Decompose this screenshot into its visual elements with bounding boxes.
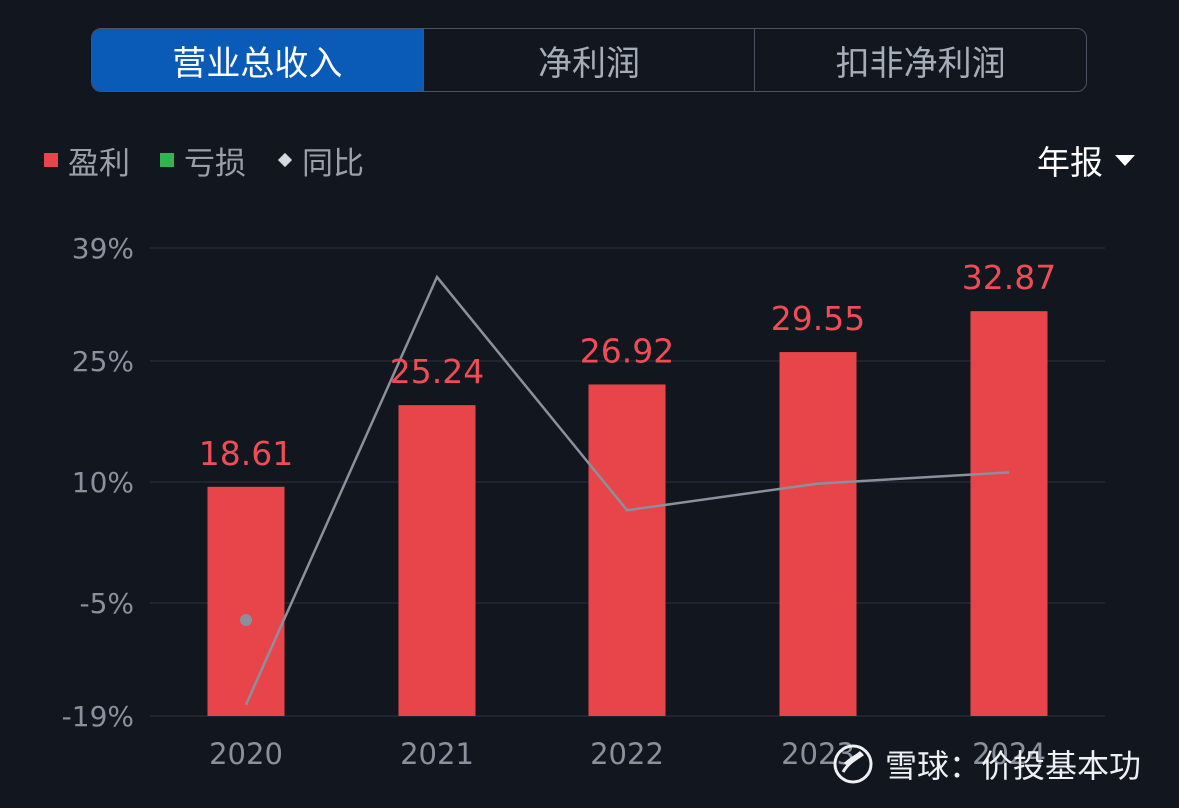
- x-tick-label: 2023: [781, 737, 855, 771]
- yoy-line: [244, 274, 1010, 706]
- revenue-bar: [398, 405, 476, 716]
- caret-down-icon: [1115, 154, 1135, 166]
- bar-value-label: 26.92: [580, 331, 674, 370]
- bar-value-label: 18.61: [199, 434, 293, 473]
- tab-adjusted-net-profit[interactable]: 扣非净利润: [754, 29, 1086, 91]
- watermark-author: 价投基本功: [980, 747, 1141, 785]
- y-tick-label: 25%: [72, 345, 134, 378]
- bar-value-label: 29.55: [771, 299, 865, 338]
- x-tick-label: 2020: [209, 737, 283, 771]
- watermark: 雪球 ： 价投基本功: [831, 740, 1141, 788]
- legend-label-yoy: 同比: [302, 145, 364, 182]
- chart-legend: 盈利 亏损 同比: [44, 138, 394, 182]
- legend-label-loss: 亏损: [184, 145, 246, 182]
- period-selector[interactable]: 年报: [1037, 138, 1135, 182]
- revenue-bar: [970, 311, 1048, 716]
- legend-item-loss: 亏损: [160, 138, 246, 183]
- y-tick-label: 10%: [72, 466, 134, 499]
- watermark-brand: 雪球: [884, 747, 949, 785]
- x-tick-label: 2021: [400, 737, 474, 771]
- bar-value-label: 25.24: [390, 352, 484, 391]
- legend-item-profit: 盈利: [44, 138, 130, 183]
- legend-item-yoy: 同比: [276, 138, 364, 183]
- loss-swatch-icon: [160, 153, 174, 167]
- revenue-bar: [207, 486, 285, 716]
- profit-swatch-icon: [44, 153, 58, 167]
- y-tick-label: -19%: [62, 700, 134, 733]
- y-tick-label: -5%: [79, 587, 134, 620]
- y-tick-label: 39%: [72, 232, 134, 265]
- x-tick-label: 2024: [972, 737, 1046, 771]
- period-selector-label: 年报: [1037, 143, 1103, 182]
- snowball-logo-icon: [833, 744, 873, 784]
- metric-tabs: 营业总收入 净利润 扣非净利润: [91, 28, 1087, 92]
- tab-net-profit[interactable]: 净利润: [422, 29, 755, 91]
- yoy-point: [240, 613, 252, 626]
- revenue-bar: [588, 384, 666, 716]
- x-tick-label: 2022: [590, 737, 664, 771]
- watermark-separator: ：: [948, 747, 981, 785]
- tab-total-revenue[interactable]: 营业总收入: [92, 29, 423, 91]
- bar-value-label: 32.87: [962, 258, 1056, 297]
- revenue-bar: [779, 352, 857, 716]
- legend-label-profit: 盈利: [68, 145, 130, 182]
